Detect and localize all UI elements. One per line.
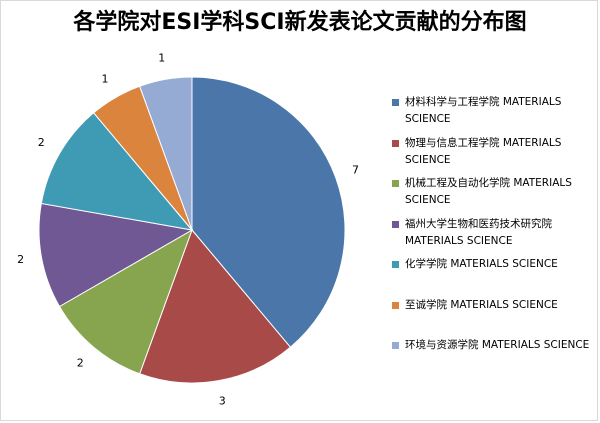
legend-swatch xyxy=(392,139,399,147)
legend-label: 物理与信息工程学院 MATERIALS SCIENCE xyxy=(405,136,562,166)
pie-slice xyxy=(40,112,194,231)
legend-item: 材料科学与工程学院 MATERIALS SCIENCE xyxy=(392,94,592,128)
legend-swatch xyxy=(392,220,399,228)
pie-slice xyxy=(139,229,292,384)
slice-value-label: 1 xyxy=(158,52,165,65)
legend-label: 至诚学院 MATERIALS SCIENCE xyxy=(405,298,558,311)
pie-slice xyxy=(191,76,346,348)
legend-swatch xyxy=(392,99,399,106)
legend-item: 福州大学生物和医药技术研究院 MATERIALS SCIENCE xyxy=(392,216,592,250)
legend-label: 福州大学生物和医药技术研究院 MATERIALS SCIENCE xyxy=(405,217,552,247)
pie-slice xyxy=(139,76,193,231)
legend-item: 物理与信息工程学院 MATERIALS SCIENCE xyxy=(392,135,592,169)
legend-swatch xyxy=(392,180,399,187)
pie-slice xyxy=(38,202,194,308)
legend-label: 材料科学与工程学院 MATERIALS SCIENCE xyxy=(405,96,562,125)
legend-item: 机械工程及自动化学院 MATERIALS SCIENCE xyxy=(392,175,592,209)
slice-value-label: 2 xyxy=(38,136,45,149)
legend-swatch xyxy=(392,301,399,309)
chart-title: 各学院对ESI学科SCI新发表论文贡献的分布图 xyxy=(73,10,527,35)
legend-label: 化学学院 MATERIALS SCIENCE xyxy=(405,258,558,270)
legend-item: 至诚学院 MATERIALS SCIENCE xyxy=(392,297,592,314)
legend-item: 化学学院 MATERIALS SCIENCE xyxy=(392,256,592,273)
legend-swatch xyxy=(392,261,399,268)
slice-value-label: 1 xyxy=(102,72,109,85)
legend-swatch xyxy=(392,342,399,349)
slice-value-label: 2 xyxy=(17,253,24,266)
slice-value-label: 3 xyxy=(219,394,226,407)
legend-label: 机械工程及自动化学院 MATERIALS SCIENCE xyxy=(405,177,572,206)
legend-item: 环境与资源学院 MATERIALS SCIENCE xyxy=(392,337,592,354)
slice-value-label: 2 xyxy=(77,356,84,369)
legend-label: 环境与资源学院 MATERIALS SCIENCE xyxy=(405,339,590,351)
pie-slice xyxy=(58,228,193,375)
slice-value-label: 7 xyxy=(352,164,359,177)
